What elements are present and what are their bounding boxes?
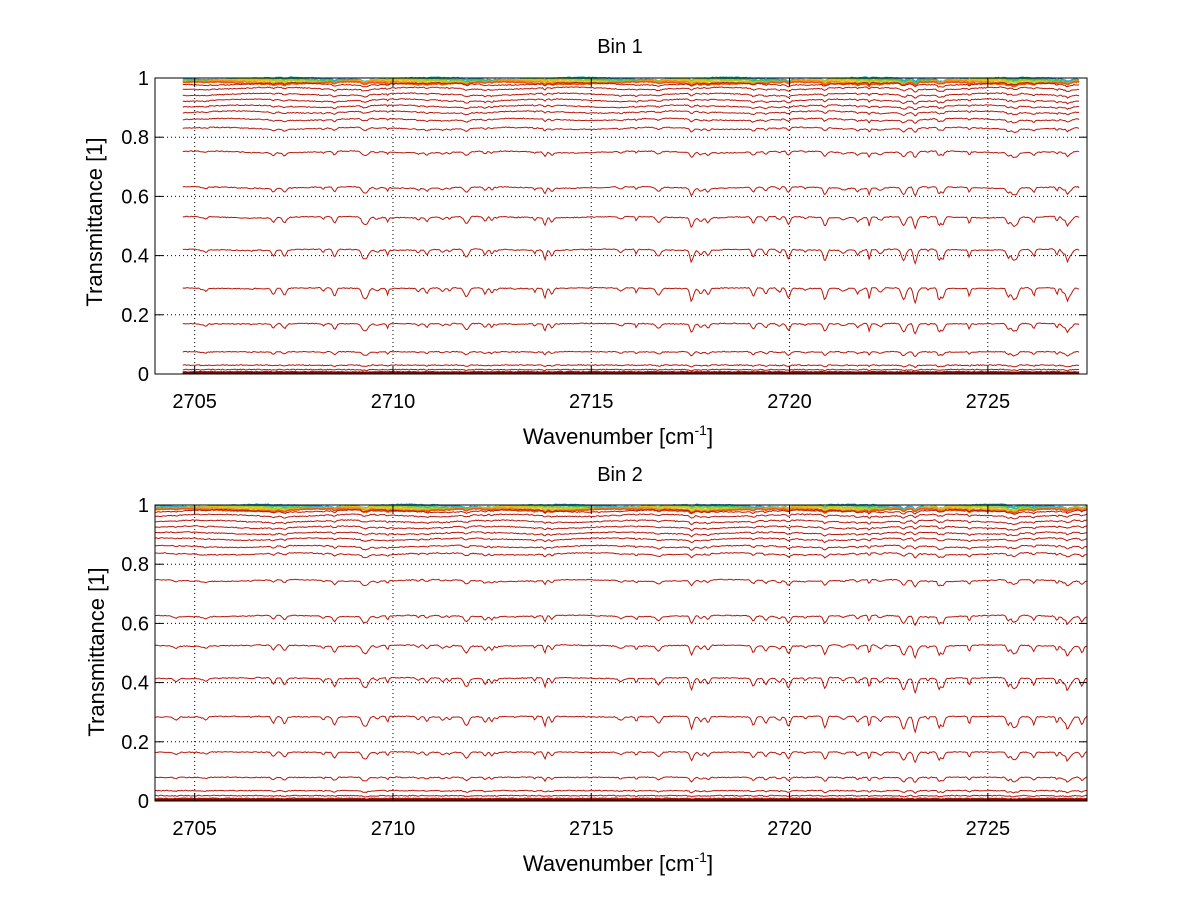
y-axis-title: Transmittance [1] bbox=[84, 567, 109, 736]
series-line bbox=[154, 525, 1088, 532]
y-tick-label: 0.2 bbox=[121, 305, 149, 327]
series-line bbox=[155, 551, 1088, 559]
x-axis-title: Wavenumber [cm-1] bbox=[523, 422, 713, 449]
series-line bbox=[182, 150, 1080, 159]
y-tick-label: 0.2 bbox=[121, 732, 149, 754]
chart-title: Bin 1 bbox=[597, 36, 643, 58]
series-line bbox=[182, 86, 1080, 93]
series-line bbox=[182, 368, 1080, 372]
series-line bbox=[182, 322, 1080, 335]
series-line bbox=[182, 215, 1080, 230]
x-tick-label: 2710 bbox=[371, 818, 416, 840]
series-line bbox=[182, 76, 1080, 83]
grid bbox=[155, 504, 1087, 802]
series-line bbox=[154, 519, 1088, 526]
chart-panel-bin-2: Bin 2 2705 2710 2715 2720 2725 0 0.2 0.4 0.6 0.8 1… bbox=[84, 464, 1088, 876]
x-tick-label: 2715 bbox=[569, 391, 614, 413]
series-line bbox=[182, 81, 1080, 88]
series-line bbox=[182, 110, 1080, 117]
x-axis-title: Wavenumber [cm-1] bbox=[523, 849, 713, 876]
y-tick-label: 0.6 bbox=[121, 186, 149, 208]
series-line bbox=[154, 531, 1088, 538]
grid bbox=[155, 77, 1087, 375]
series-line bbox=[154, 578, 1088, 588]
series-line bbox=[154, 797, 1088, 800]
x-tick-label: 2725 bbox=[966, 818, 1011, 840]
x-tick-label: 2720 bbox=[767, 818, 812, 840]
series-line bbox=[154, 544, 1088, 551]
series-line bbox=[154, 789, 1088, 794]
y-tick-label: 0.8 bbox=[121, 554, 149, 576]
series-line bbox=[155, 513, 1088, 520]
near-zero-series-band bbox=[182, 371, 1080, 374]
y-tick-label: 0.6 bbox=[121, 613, 149, 635]
series-line bbox=[154, 750, 1088, 764]
series-line bbox=[154, 507, 1088, 515]
series-line bbox=[182, 248, 1080, 266]
series-line bbox=[182, 185, 1080, 197]
ticks: 2705 2710 2715 2720 2725 0 0.2 0.4 0.6 0.8 1 bbox=[121, 495, 1087, 840]
series-line bbox=[154, 776, 1088, 784]
series-line bbox=[182, 126, 1080, 134]
x-tick-label: 2705 bbox=[172, 818, 217, 840]
chart-title: Bin 2 bbox=[597, 464, 643, 486]
series-line bbox=[182, 80, 1080, 88]
y-tick-label: 0.4 bbox=[121, 246, 149, 268]
x-tick-label: 2715 bbox=[569, 818, 614, 840]
ticks: 2705 2710 2715 2720 2725 0 0.2 0.4 0.6 0.8 1 bbox=[121, 68, 1087, 413]
x-tick-label: 2725 bbox=[966, 391, 1011, 413]
series-group bbox=[154, 503, 1088, 802]
series-line bbox=[182, 117, 1080, 125]
y-tick-label: 0.4 bbox=[121, 673, 149, 695]
x-tick-label: 2720 bbox=[767, 391, 812, 413]
y-tick-label: 0 bbox=[138, 364, 149, 386]
series-line bbox=[154, 644, 1088, 660]
series-line bbox=[154, 715, 1088, 734]
series-line bbox=[182, 98, 1080, 105]
y-tick-label: 0.8 bbox=[121, 127, 149, 149]
near-zero-series-band bbox=[155, 798, 1087, 801]
series-line bbox=[182, 286, 1080, 305]
series-line bbox=[182, 92, 1080, 99]
x-tick-label: 2705 bbox=[172, 391, 217, 413]
y-tick-label: 1 bbox=[138, 495, 149, 517]
series-line bbox=[154, 537, 1087, 544]
series-line bbox=[154, 676, 1088, 695]
series-line bbox=[154, 508, 1088, 515]
axes-frame bbox=[154, 77, 1088, 375]
y-axis-title: Transmittance [1] bbox=[82, 137, 107, 306]
series-line bbox=[182, 104, 1080, 111]
series-line bbox=[182, 364, 1080, 369]
series-line bbox=[154, 794, 1088, 798]
series-line bbox=[154, 614, 1088, 627]
y-tick-label: 1 bbox=[138, 68, 149, 90]
y-tick-label: 0 bbox=[138, 791, 149, 813]
series-group bbox=[182, 76, 1080, 375]
axes-frame bbox=[154, 504, 1088, 802]
series-line bbox=[182, 350, 1080, 358]
x-tick-label: 2710 bbox=[371, 391, 416, 413]
chart-panel-bin-1: Bin 1 2705 2710 2715 2720 2725 0 0.2 0.4 0.6 0.8 1… bbox=[82, 36, 1088, 449]
